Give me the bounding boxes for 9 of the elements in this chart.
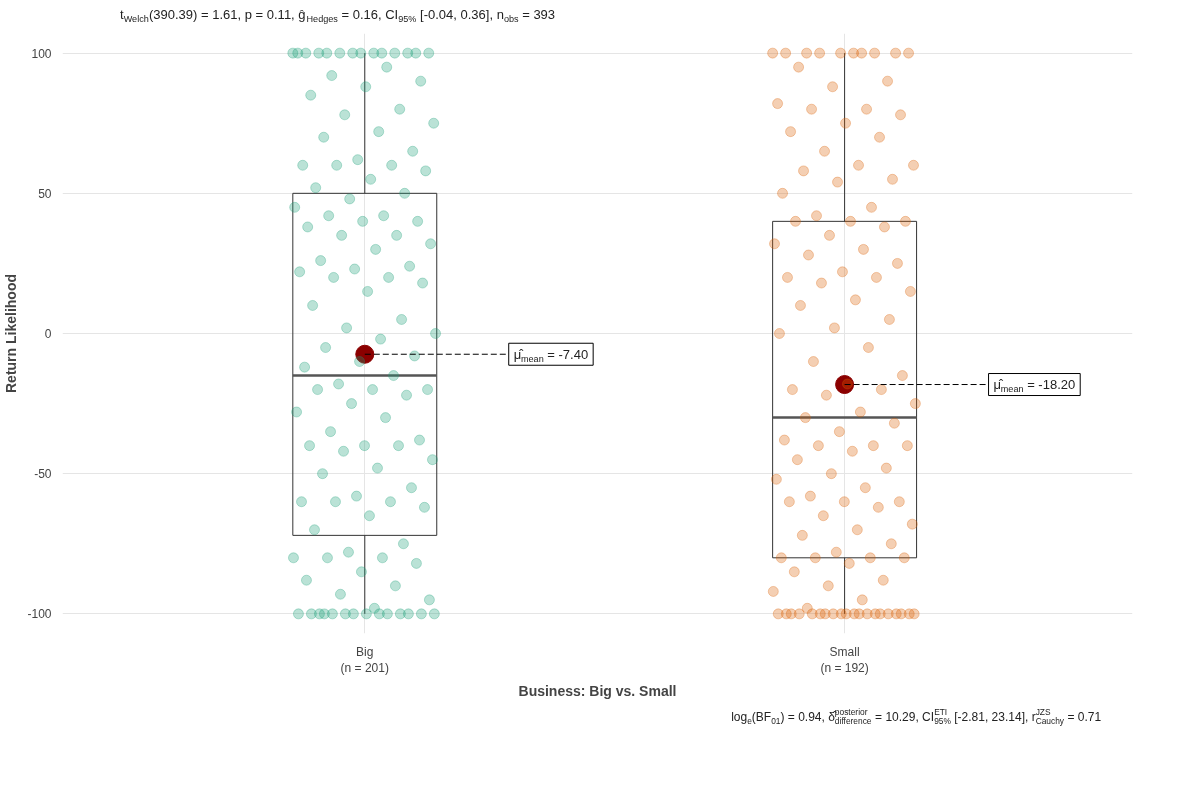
y-tick-label: 50 <box>38 186 52 201</box>
y-tick-label: 100 <box>31 46 52 61</box>
x-tick-label: Small (n = 192) <box>820 644 869 676</box>
x-axis-title: Business: Big vs. Small <box>518 683 677 700</box>
y-axis-title: Return Likelihood <box>3 274 20 393</box>
x-tick-label: Big (n = 201) <box>340 644 389 676</box>
y-tick-label: -50 <box>34 467 52 482</box>
y-tick-label: -100 <box>27 607 52 622</box>
y-tick-label: 0 <box>44 327 52 341</box>
